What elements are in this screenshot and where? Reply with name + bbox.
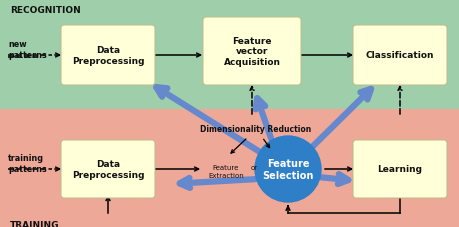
Text: Feature
Extraction: Feature Extraction	[207, 165, 243, 178]
Text: Classification: Classification	[365, 51, 433, 60]
FancyBboxPatch shape	[202, 18, 300, 86]
FancyBboxPatch shape	[352, 26, 446, 86]
Text: Dimensionality Reduction: Dimensionality Reduction	[200, 125, 311, 134]
FancyBboxPatch shape	[61, 26, 155, 86]
Text: Feature
vector
Acquisition: Feature vector Acquisition	[223, 37, 280, 67]
Text: training
patterns: training patterns	[8, 154, 47, 173]
Text: Feature
Selection: Feature Selection	[262, 158, 313, 180]
Text: Data
Preprocessing: Data Preprocessing	[72, 46, 144, 65]
Text: TRAINING: TRAINING	[10, 220, 59, 227]
Text: Learning: Learning	[377, 165, 421, 174]
FancyBboxPatch shape	[61, 140, 155, 198]
FancyBboxPatch shape	[352, 140, 446, 198]
Text: RECOGNITION: RECOGNITION	[10, 6, 81, 15]
Text: or: or	[250, 164, 257, 170]
FancyBboxPatch shape	[0, 109, 459, 227]
Text: new
patterns: new patterns	[8, 40, 47, 59]
FancyBboxPatch shape	[0, 0, 459, 116]
Circle shape	[254, 136, 320, 202]
Text: Data
Preprocessing: Data Preprocessing	[72, 160, 144, 179]
